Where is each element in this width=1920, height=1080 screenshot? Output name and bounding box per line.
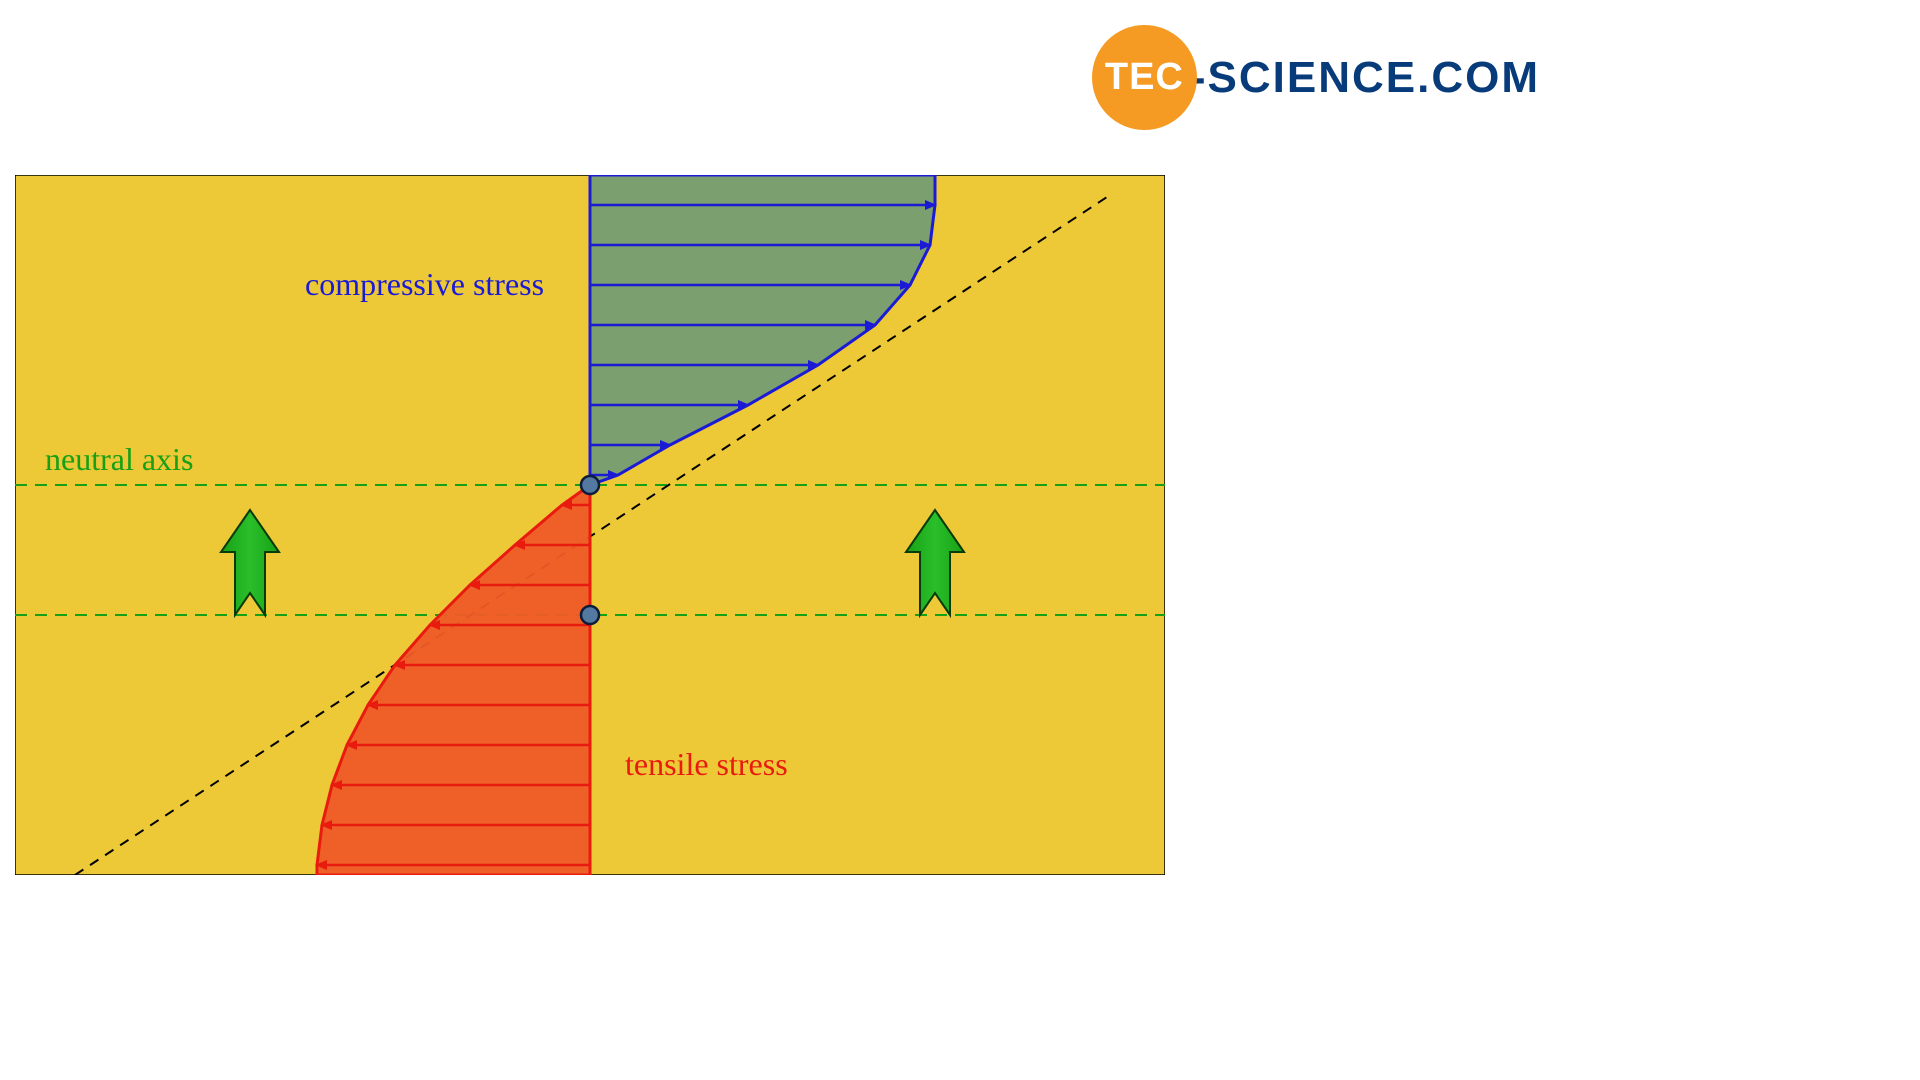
svg-text:tensile stress: tensile stress	[625, 746, 788, 782]
stress-diagram: neutral axis compressive stress tensile st…	[15, 175, 1165, 875]
diagram-svg: neutral axis compressive stress tensile st…	[15, 175, 1165, 875]
logo-circle: TEC	[1092, 25, 1197, 130]
logo-text: -SCIENCE.COM	[1191, 53, 1540, 103]
svg-text:compressive stress: compressive stress	[305, 266, 544, 302]
svg-text:neutral axis: neutral axis	[45, 441, 193, 477]
logo: TEC -SCIENCE.COM	[1092, 25, 1540, 130]
